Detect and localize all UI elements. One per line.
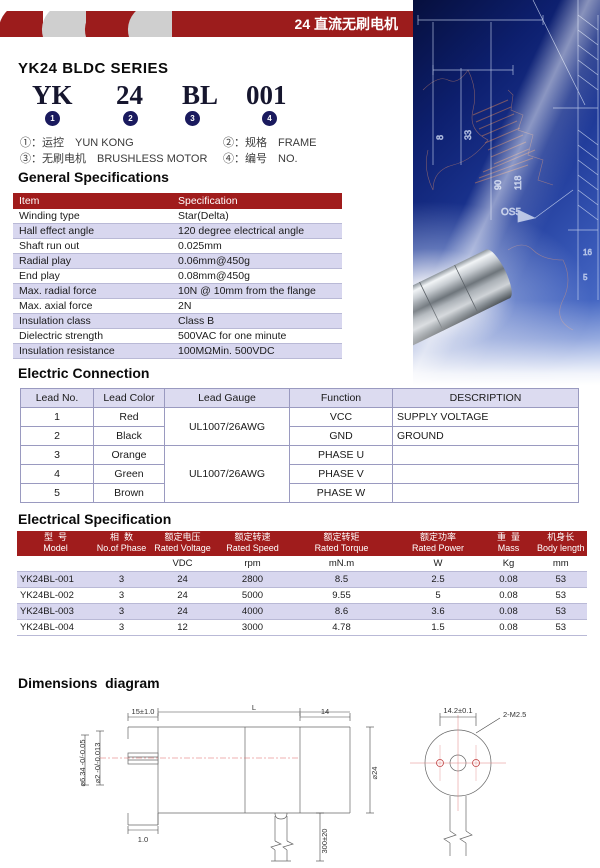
svg-text:⌀24: ⌀24 bbox=[370, 767, 379, 780]
svg-text:14: 14 bbox=[321, 707, 329, 716]
svg-text:14.2±0.1: 14.2±0.1 bbox=[443, 706, 472, 715]
svg-text:300±20: 300±20 bbox=[320, 829, 329, 854]
svg-text:2-M2.5: 2-M2.5 bbox=[503, 710, 526, 719]
svg-text:⌀2 -0/-0.013: ⌀2 -0/-0.013 bbox=[93, 743, 102, 784]
svg-text:⌀6.34 -0/-0.05: ⌀6.34 -0/-0.05 bbox=[78, 739, 87, 786]
svg-text:15±1.0: 15±1.0 bbox=[132, 707, 155, 716]
svg-text:1.0: 1.0 bbox=[138, 835, 148, 844]
svg-text:L: L bbox=[252, 703, 256, 712]
svg-text:24 直流无刷电机: 24 直流无刷电机 bbox=[295, 16, 398, 32]
